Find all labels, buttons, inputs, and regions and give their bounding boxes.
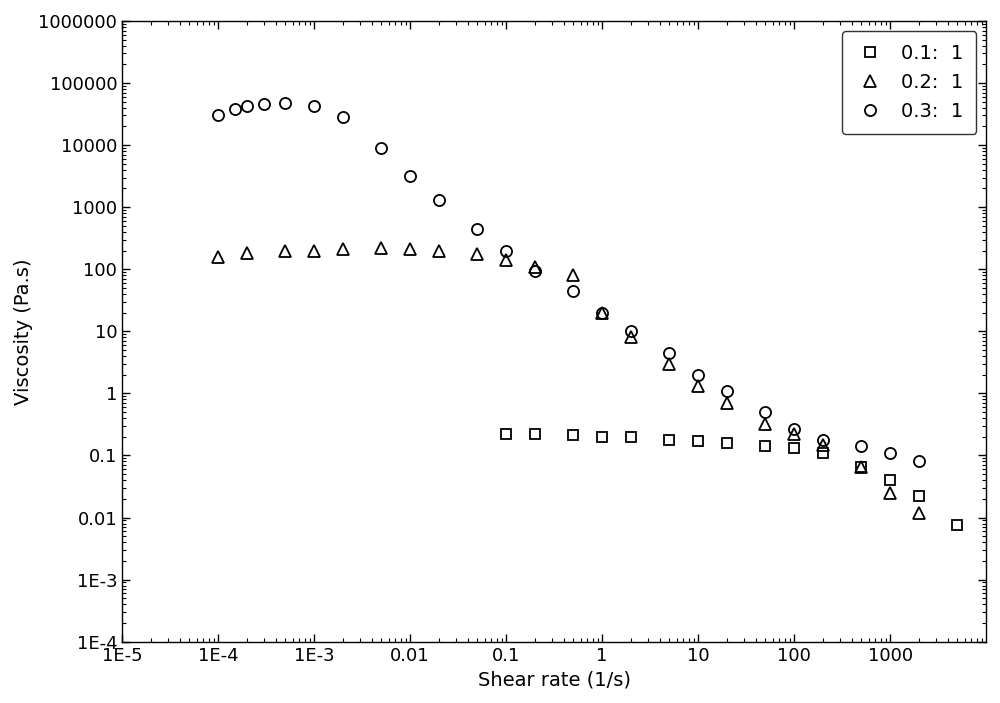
0.2:  1: (1, 20): 1: (1, 20) (596, 309, 608, 317)
0.3:  1: (1, 20): 1: (1, 20) (596, 309, 608, 317)
0.2:  1: (0.0001, 160): 1: (0.0001, 160) (212, 252, 224, 261)
Line: 0.3:  1: 0.3: 1 (213, 97, 925, 467)
0.2:  1: (0.01, 210): 1: (0.01, 210) (404, 245, 416, 253)
0.2:  1: (0.0005, 195): 1: (0.0005, 195) (279, 247, 291, 255)
Line: 0.1:  1: 0.1: 1 (501, 430, 962, 530)
0.3:  1: (20, 1.1): 1: (20, 1.1) (721, 387, 733, 395)
0.2:  1: (1e+03, 0.025): 1: (1e+03, 0.025) (884, 489, 896, 497)
0.1:  1: (10, 0.17): 1: (10, 0.17) (692, 437, 704, 446)
0.3:  1: (0.5, 45): 1: (0.5, 45) (567, 287, 579, 295)
0.3:  1: (5, 4.5): 1: (5, 4.5) (663, 349, 675, 357)
0.1:  1: (500, 0.065): 1: (500, 0.065) (855, 463, 867, 471)
0.2:  1: (0.002, 210): 1: (0.002, 210) (337, 245, 349, 253)
0.3:  1: (0.1, 200): 1: (0.1, 200) (500, 246, 512, 254)
0.3:  1: (0.001, 4.2e+04): 1: (0.001, 4.2e+04) (308, 102, 320, 110)
0.1:  1: (200, 0.11): 1: (200, 0.11) (817, 449, 829, 457)
0.2:  1: (100, 0.22): 1: (100, 0.22) (788, 430, 800, 439)
0.2:  1: (2e+03, 0.012): 1: (2e+03, 0.012) (913, 508, 925, 517)
0.1:  1: (20, 0.16): 1: (20, 0.16) (721, 439, 733, 447)
0.3:  1: (0.005, 9e+03): 1: (0.005, 9e+03) (375, 143, 387, 152)
0.1:  1: (5, 0.18): 1: (5, 0.18) (663, 435, 675, 444)
0.3:  1: (0.05, 450): 1: (0.05, 450) (471, 224, 483, 233)
0.1:  1: (2, 0.2): 1: (2, 0.2) (625, 432, 637, 441)
0.3:  1: (200, 0.18): 1: (200, 0.18) (817, 435, 829, 444)
0.2:  1: (5, 3): 1: (5, 3) (663, 359, 675, 368)
0.1:  1: (1, 0.2): 1: (1, 0.2) (596, 432, 608, 441)
0.2:  1: (50, 0.32): 1: (50, 0.32) (759, 420, 771, 428)
0.1:  1: (0.2, 0.22): 1: (0.2, 0.22) (529, 430, 541, 439)
0.1:  1: (100, 0.13): 1: (100, 0.13) (788, 444, 800, 453)
0.3:  1: (0.0005, 4.8e+04): 1: (0.0005, 4.8e+04) (279, 98, 291, 107)
0.3:  1: (500, 0.14): 1: (500, 0.14) (855, 442, 867, 451)
0.3:  1: (0.0002, 4.2e+04): 1: (0.0002, 4.2e+04) (241, 102, 253, 110)
0.1:  1: (1e+03, 0.04): 1: (1e+03, 0.04) (884, 476, 896, 484)
0.2:  1: (10, 1.3): 1: (10, 1.3) (692, 382, 704, 391)
0.2:  1: (200, 0.15): 1: (200, 0.15) (817, 440, 829, 449)
0.1:  1: (0.1, 0.22): 1: (0.1, 0.22) (500, 430, 512, 439)
0.3:  1: (0.01, 3.2e+03): 1: (0.01, 3.2e+03) (404, 172, 416, 180)
X-axis label: Shear rate (1/s): Shear rate (1/s) (478, 670, 631, 689)
0.1:  1: (2e+03, 0.022): 1: (2e+03, 0.022) (913, 492, 925, 501)
0.1:  1: (5e+03, 0.0075): 1: (5e+03, 0.0075) (951, 521, 963, 529)
0.3:  1: (0.2, 95): 1: (0.2, 95) (529, 266, 541, 275)
0.2:  1: (0.1, 140): 1: (0.1, 140) (500, 256, 512, 264)
0.2:  1: (0.2, 110): 1: (0.2, 110) (529, 262, 541, 271)
0.3:  1: (0.0001, 3e+04): 1: (0.0001, 3e+04) (212, 111, 224, 120)
0.2:  1: (0.02, 200): 1: (0.02, 200) (433, 246, 445, 254)
0.3:  1: (0.02, 1.3e+03): 1: (0.02, 1.3e+03) (433, 196, 445, 205)
0.2:  1: (0.05, 175): 1: (0.05, 175) (471, 250, 483, 258)
0.1:  1: (0.5, 0.21): 1: (0.5, 0.21) (567, 431, 579, 439)
0.2:  1: (0.001, 200): 1: (0.001, 200) (308, 246, 320, 254)
Y-axis label: Viscosity (Pa.s): Viscosity (Pa.s) (14, 258, 33, 404)
0.2:  1: (0.5, 80): 1: (0.5, 80) (567, 271, 579, 280)
0.3:  1: (100, 0.27): 1: (100, 0.27) (788, 425, 800, 433)
0.2:  1: (2, 8): 1: (2, 8) (625, 333, 637, 342)
0.3:  1: (0.002, 2.8e+04): 1: (0.002, 2.8e+04) (337, 113, 349, 122)
0.3:  1: (0.00015, 3.8e+04): 1: (0.00015, 3.8e+04) (229, 105, 241, 113)
0.3:  1: (10, 2): 1: (10, 2) (692, 370, 704, 379)
0.2:  1: (0.005, 220): 1: (0.005, 220) (375, 244, 387, 252)
0.3:  1: (2, 10): 1: (2, 10) (625, 327, 637, 335)
0.3:  1: (0.0003, 4.5e+04): 1: (0.0003, 4.5e+04) (258, 101, 270, 109)
0.3:  1: (50, 0.5): 1: (50, 0.5) (759, 408, 771, 416)
0.1:  1: (50, 0.14): 1: (50, 0.14) (759, 442, 771, 451)
0.2:  1: (20, 0.7): 1: (20, 0.7) (721, 399, 733, 407)
Line: 0.2:  1: 0.2: 1 (213, 243, 925, 518)
0.2:  1: (0.0002, 180): 1: (0.0002, 180) (241, 249, 253, 257)
Legend: 0.1:  1, 0.2:  1, 0.3:  1: 0.1: 1, 0.2: 1, 0.3: 1 (842, 31, 976, 134)
0.2:  1: (500, 0.065): 1: (500, 0.065) (855, 463, 867, 471)
0.3:  1: (2e+03, 0.08): 1: (2e+03, 0.08) (913, 457, 925, 465)
0.3:  1: (1e+03, 0.11): 1: (1e+03, 0.11) (884, 449, 896, 457)
